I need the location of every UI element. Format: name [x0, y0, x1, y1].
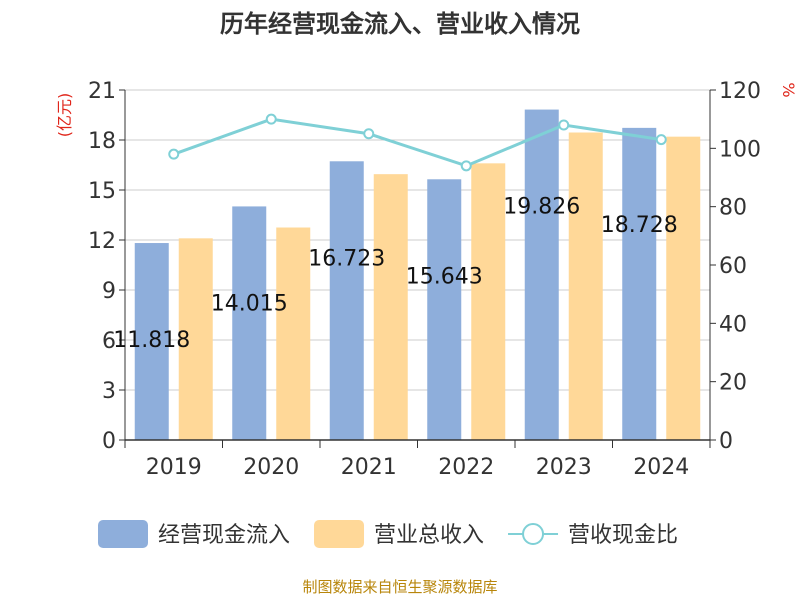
bar-revenue [373, 174, 408, 440]
x-tick-label: 2024 [633, 455, 689, 480]
right-tick-label: 120 [719, 79, 761, 104]
bar-cash-inflow [524, 109, 559, 441]
right-tick-label: 80 [719, 196, 747, 221]
bar-cash-inflow [329, 161, 364, 441]
ratio-point [363, 128, 375, 140]
bar-revenue [276, 227, 311, 440]
ratio-point [265, 113, 277, 125]
x-tick-label: 2019 [146, 455, 202, 480]
ratio-point [460, 160, 472, 172]
bar-cash-inflow [232, 206, 267, 440]
left-axis-unit: (亿元) [55, 93, 74, 138]
right-tick-label: 60 [719, 254, 747, 279]
right-axis-unit: % [779, 82, 798, 97]
legend-swatch [314, 520, 365, 548]
bar-data-label: 11.818 [113, 328, 190, 353]
data-labels: 11.818 14.015 16.723 15.643 19.826 18.728 [113, 195, 677, 353]
bar-cash-inflow [427, 179, 462, 441]
source-note: 制图数据来自恒生聚源数据库 [302, 578, 497, 596]
bar-data-label: 14.015 [211, 291, 288, 316]
ratio-line [173, 117, 662, 168]
legend-swatch [98, 520, 148, 548]
bar-revenue [666, 136, 701, 440]
left-tick-label: 9 [102, 279, 116, 304]
bar-data-label: 18.728 [601, 213, 678, 238]
ratio-point [655, 134, 667, 146]
bar-revenue [471, 163, 506, 441]
left-tick-label: 6 [102, 329, 116, 354]
legend-label: 营收现金比 [568, 523, 678, 548]
chart-title: 历年经营现金流入、营业收入情况 [220, 10, 580, 38]
bar-data-label: 15.643 [406, 264, 483, 289]
axes: 0 3 6 9 12 15 18 21 0 20 40 60 80 100 120 2019 2020 2021 2… [88, 79, 761, 480]
left-tick-label: 18 [88, 129, 116, 154]
left-tick-label: 21 [88, 79, 116, 104]
legend-label: 营业总收入 [374, 523, 484, 548]
left-tick-label: 0 [102, 429, 116, 454]
bar-revenue [178, 238, 213, 440]
right-tick-label: 100 [719, 137, 761, 162]
bar-data-label: 19.826 [503, 195, 580, 220]
bar-series-group [134, 109, 701, 441]
legend-marker [522, 523, 545, 545]
bar-data-label: 16.723 [308, 246, 385, 271]
bar-revenue [568, 132, 603, 440]
x-tick-label: 2022 [438, 455, 494, 480]
left-tick-label: 15 [88, 179, 116, 204]
left-tick-label: 12 [88, 229, 116, 254]
x-tick-label: 2021 [341, 455, 397, 480]
line-series-group [168, 113, 667, 172]
x-tick-label: 2023 [536, 455, 592, 480]
left-tick-label: 3 [102, 379, 116, 404]
legend-label: 经营现金流入 [158, 523, 290, 548]
right-tick-label: 20 [719, 371, 747, 396]
right-tick-label: 0 [719, 429, 733, 454]
bar-cash-inflow [134, 243, 169, 440]
x-tick-label: 2020 [243, 455, 299, 480]
bar-cash-inflow [622, 127, 657, 440]
ratio-point [558, 119, 570, 131]
legend: 经营现金流入 营业总收入 营收现金比 [98, 520, 678, 548]
ratio-point [168, 148, 180, 160]
right-tick-label: 40 [719, 312, 747, 337]
grid-lines [125, 89, 710, 441]
